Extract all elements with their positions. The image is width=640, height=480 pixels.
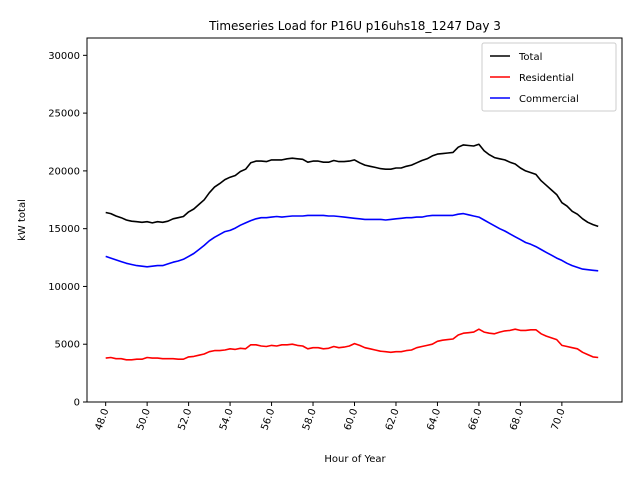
x-tick-label: 52.0 bbox=[176, 407, 194, 432]
y-tick-label: 0 bbox=[74, 398, 80, 409]
series-line-commercial bbox=[105, 212, 599, 272]
chart-title: Timeseries Load for P16U p16uhs18_1247 D… bbox=[208, 19, 501, 33]
x-tick-label: 56.0 bbox=[259, 407, 277, 432]
series-line-residential bbox=[105, 328, 599, 361]
series-lines bbox=[105, 143, 599, 361]
y-tick-label: 15000 bbox=[48, 224, 80, 235]
x-axis: 48.0 50.0 52.0 54.0 56.0 58.0 60.0 62.0 64.0 66.0… bbox=[94, 402, 568, 432]
y-tick-label: 30000 bbox=[48, 51, 80, 62]
x-axis-label: Hour of Year bbox=[324, 454, 386, 465]
y-axis-label: kW total bbox=[17, 199, 28, 241]
x-tick-label: 50.0 bbox=[135, 407, 153, 432]
x-tick-label: 54.0 bbox=[218, 407, 236, 432]
legend: Total Residential Commercial bbox=[481, 42, 617, 112]
legend-box bbox=[481, 42, 617, 112]
legend-label-commercial: Commercial bbox=[519, 94, 579, 105]
y-tick-label: 5000 bbox=[55, 340, 80, 351]
x-tick-label: 66.0 bbox=[467, 407, 485, 432]
x-tick-label: 58.0 bbox=[301, 407, 319, 432]
x-tick-label: 64.0 bbox=[425, 407, 443, 432]
x-tick-label: 70.0 bbox=[550, 407, 568, 432]
y-axis: 0 5000 10000 15000 20000 25000 30000 bbox=[48, 51, 87, 409]
x-tick-label: 62.0 bbox=[384, 407, 402, 432]
series-line-total bbox=[105, 143, 599, 228]
legend-label-total: Total bbox=[518, 52, 542, 63]
y-tick-label: 10000 bbox=[48, 282, 80, 293]
y-tick-label: 25000 bbox=[48, 109, 80, 120]
y-tick-label: 20000 bbox=[48, 166, 80, 177]
legend-label-residential: Residential bbox=[519, 73, 574, 84]
x-tick-label: 60.0 bbox=[342, 407, 360, 432]
x-tick-label: 48.0 bbox=[94, 407, 112, 432]
x-tick-label: 68.0 bbox=[508, 407, 526, 432]
